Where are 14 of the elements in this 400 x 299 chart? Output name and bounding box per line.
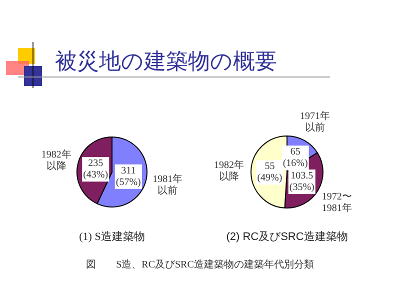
text: 図 S造、RC及びSRC造建築物の建築年代別分類 — [86, 258, 314, 270]
slice-label: 1971年以前 — [300, 110, 330, 134]
text: 被災地の建築物の概要 — [55, 48, 277, 74]
data-label: 55 (49%) — [257, 161, 282, 184]
text: (1) S造建築物 — [79, 230, 145, 243]
slice-label: 1982年以降 — [41, 148, 72, 172]
data-label: 103.5 (35%) — [289, 170, 314, 194]
text: (2) RC及びSRC造建築物 — [226, 230, 348, 243]
data-label: 311 (57%) — [116, 165, 141, 188]
slice-label: 1981年以前 — [152, 173, 183, 197]
data-label: 235 (43%) — [83, 158, 108, 181]
data-label: 65 (16%) — [282, 146, 308, 170]
slice-label: 1972〜1981年 — [322, 191, 352, 214]
slice-label: 1982年以降 — [214, 158, 244, 182]
